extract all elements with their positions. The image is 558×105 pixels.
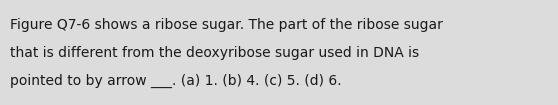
Text: Figure Q7-6 shows a ribose sugar. The part of the ribose sugar: Figure Q7-6 shows a ribose sugar. The pa…: [10, 18, 443, 32]
Text: pointed to by arrow ___. (a) 1. (b) 4. (c) 5. (d) 6.: pointed to by arrow ___. (a) 1. (b) 4. (…: [10, 74, 341, 88]
Text: that is different from the deoxyribose sugar used in DNA is: that is different from the deoxyribose s…: [10, 46, 419, 60]
